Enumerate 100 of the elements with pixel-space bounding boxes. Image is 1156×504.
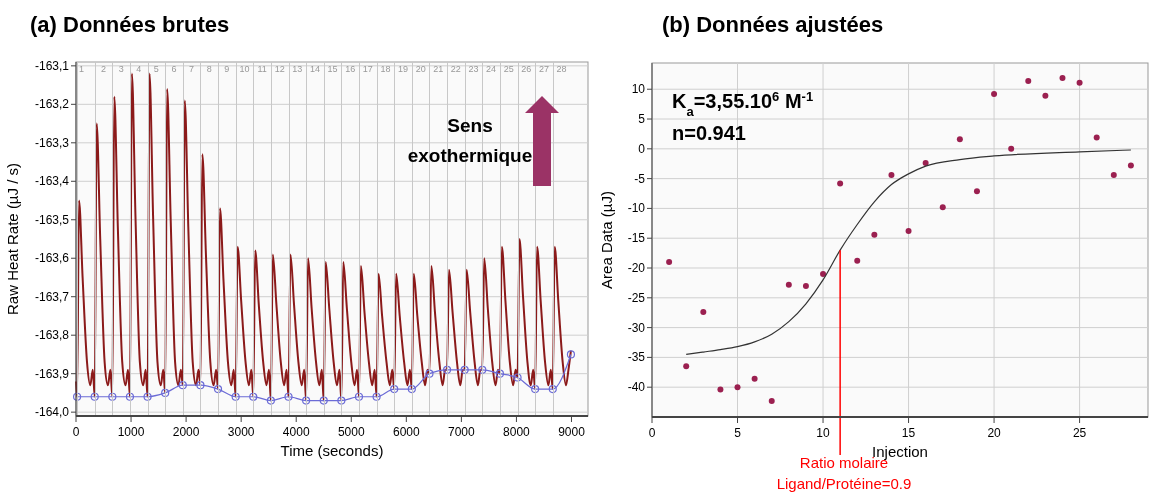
y-tick-label: -163,8 <box>34 328 70 343</box>
annotation: 13 <box>292 64 303 74</box>
point <box>802 282 809 289</box>
y-tick-label: -163,7 <box>34 289 70 304</box>
y-tick-label: -10 <box>627 201 646 216</box>
point <box>319 396 328 405</box>
point <box>939 204 946 211</box>
point <box>666 259 673 266</box>
point <box>888 172 895 179</box>
point <box>1059 74 1066 81</box>
y-tick-label: -163,6 <box>34 251 70 266</box>
annotation: 4 <box>136 64 142 74</box>
annotation: 1 <box>79 64 85 74</box>
point <box>90 392 99 401</box>
x-tick-label: 4000 <box>282 425 310 439</box>
point <box>1110 172 1117 179</box>
y-axis-title: Raw Heat Rate (µJ / s) <box>4 162 21 316</box>
point <box>956 136 963 143</box>
point <box>1093 134 1100 141</box>
y-tick-label: 0 <box>638 141 646 156</box>
point <box>785 281 792 288</box>
x-tick-label: 6000 <box>392 425 420 439</box>
y-tick-label: 10 <box>631 82 646 97</box>
point <box>991 90 998 97</box>
point <box>768 397 775 404</box>
annotation: 19 <box>398 64 409 74</box>
x-tick-label: 25 <box>1072 426 1087 440</box>
point <box>1127 162 1134 169</box>
annotation: 7 <box>189 64 195 74</box>
annotation: 3 <box>118 64 124 74</box>
annotation: 24 <box>486 64 497 74</box>
annotation: 14 <box>309 64 320 74</box>
point <box>837 180 844 187</box>
y-tick-label: -25 <box>627 290 646 305</box>
y-tick-label: -35 <box>627 350 646 365</box>
x-tick-label: 1000 <box>117 425 145 439</box>
point <box>213 384 223 394</box>
annotation: 6 <box>171 64 177 74</box>
annotation: 17 <box>362 64 373 74</box>
point <box>548 384 557 394</box>
point <box>683 363 690 370</box>
y-tick-label: -163,5 <box>34 212 70 227</box>
x-tick-label: 8000 <box>503 425 531 439</box>
point <box>495 369 505 378</box>
annotation: 25 <box>503 64 514 74</box>
annotation: 8 <box>206 64 212 74</box>
point <box>460 365 469 374</box>
point <box>734 384 741 391</box>
x-tick-label: 3000 <box>227 425 255 439</box>
annotation: Sens exothermique <box>407 115 533 166</box>
x-tick-label: 0 <box>648 426 656 440</box>
y-tick-label: -163,9 <box>34 366 70 381</box>
x-tick-label: 0 <box>72 425 80 439</box>
annotation: 2 <box>101 64 107 74</box>
y-tick-label: -30 <box>627 320 646 335</box>
annotation: 27 <box>538 64 549 74</box>
point <box>1042 92 1049 99</box>
point <box>700 309 707 316</box>
point <box>196 381 205 390</box>
point <box>905 228 912 235</box>
annotation: 18 <box>380 64 391 74</box>
annotation: 10 <box>239 64 250 74</box>
point <box>717 386 724 393</box>
annotation: 22 <box>450 64 461 74</box>
point <box>178 381 187 390</box>
point <box>922 160 929 167</box>
point <box>302 396 311 405</box>
annotation: 9 <box>224 64 230 74</box>
point <box>143 392 152 401</box>
point <box>249 392 258 401</box>
point <box>442 365 452 374</box>
y-tick-label: -163,2 <box>34 97 70 112</box>
y-tick-label: -163,3 <box>34 135 70 150</box>
point <box>751 375 758 382</box>
point <box>266 396 275 405</box>
point <box>231 392 240 401</box>
x-tick-label: 20 <box>987 426 1002 440</box>
y-tick-label: -163,4 <box>34 174 70 189</box>
point <box>513 373 522 382</box>
x-tick-label: 5000 <box>337 425 365 439</box>
point <box>372 392 381 401</box>
annotation: 11 <box>257 64 267 74</box>
chart-title: (b) Données ajustées <box>662 12 884 37</box>
point <box>478 365 487 374</box>
point <box>354 392 364 401</box>
x-tick-label: 10 <box>816 426 831 440</box>
annotation: 5 <box>153 64 159 74</box>
point <box>820 270 827 277</box>
point <box>73 392 82 401</box>
x-axis-title: Time (seconds) <box>280 442 384 459</box>
point <box>125 392 135 401</box>
y-tick-label: -163,1 <box>34 58 70 73</box>
annotation: 20 <box>415 64 426 74</box>
point <box>1025 77 1032 84</box>
point <box>566 350 576 359</box>
y-tick-label: 5 <box>638 112 646 127</box>
point <box>973 188 980 195</box>
y-tick-label: -5 <box>634 171 646 186</box>
annotation: 15 <box>327 64 338 74</box>
annotation: 21 <box>433 64 444 74</box>
